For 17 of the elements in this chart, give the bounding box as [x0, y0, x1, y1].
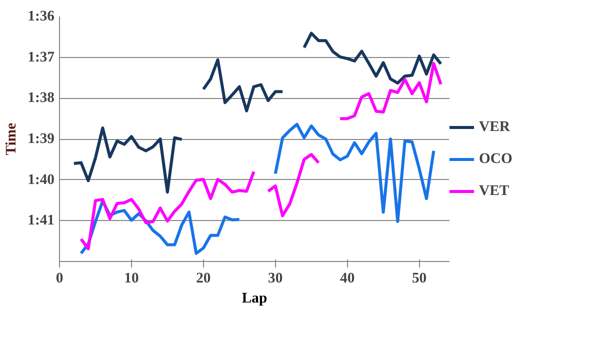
x-tick-label: 30	[268, 270, 283, 286]
y-axis-title: Time	[4, 122, 20, 156]
legend-label: VET	[479, 182, 510, 200]
x-tick-label: 40	[340, 270, 355, 286]
x-axis-title: Lap	[242, 290, 268, 306]
y-tick-label: 1:39	[28, 131, 55, 147]
legend-label: VER	[479, 118, 510, 136]
y-tick-label: 1:36	[28, 8, 55, 24]
x-tick-label: 0	[56, 270, 64, 286]
y-tick-label: 1:41	[28, 212, 55, 229]
x-tick-label: 50	[412, 270, 427, 286]
y-tick-label: 1:37	[28, 49, 55, 66]
y-tick-label: 1:40	[28, 172, 55, 188]
x-tick-label: 10	[124, 270, 139, 286]
y-tick-label: 1:38	[28, 90, 55, 106]
legend-label: OCO	[479, 150, 512, 168]
x-tick-label: 20	[196, 270, 211, 286]
